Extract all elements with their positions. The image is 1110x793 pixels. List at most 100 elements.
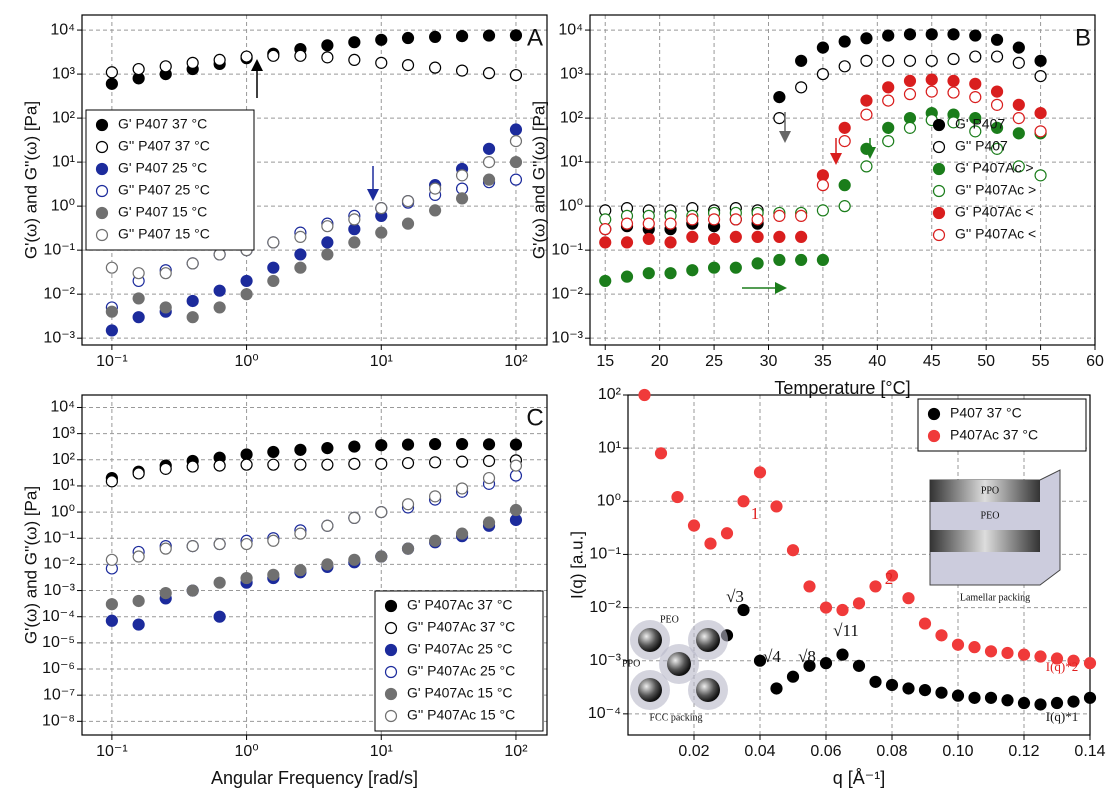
data-point: [159, 542, 172, 555]
data-point: [482, 471, 496, 485]
data-point: [267, 236, 280, 249]
data-point: [132, 311, 145, 324]
legend-frame: [85, 109, 255, 251]
legend-label: G' P407 25 °C: [118, 160, 207, 176]
annotation: Lamellar packing: [960, 592, 1030, 603]
data-point: [882, 29, 895, 42]
legend-marker: [932, 162, 946, 176]
data-point: [990, 121, 1004, 134]
data-point: [935, 686, 948, 699]
data-point: [294, 458, 307, 471]
data-point: [751, 230, 764, 244]
data-point: [925, 28, 938, 41]
data-point: [159, 60, 172, 73]
data-point: [1017, 696, 1031, 710]
data-point: [773, 230, 786, 244]
data-point: [903, 74, 917, 88]
data-point: [1034, 169, 1047, 182]
annotation: FCC packing: [649, 712, 702, 723]
data-point: [838, 200, 851, 213]
data-point: [186, 294, 199, 308]
data-point: [482, 67, 496, 80]
data-point: [770, 500, 783, 513]
data-point: [401, 542, 415, 555]
data-point: [1012, 160, 1025, 173]
data-point: [773, 91, 786, 104]
annotation: PPO: [622, 658, 640, 669]
data-point: [838, 179, 851, 192]
y-tick-label: 10⁴: [558, 21, 583, 38]
data-point: [321, 220, 334, 233]
annotation: I(q)*1: [1046, 709, 1079, 724]
data-point: [401, 217, 415, 230]
sphere: [638, 678, 662, 702]
data-point: [186, 257, 199, 270]
y-tick-label: 10⁴: [50, 21, 75, 38]
data-point: [935, 629, 948, 642]
data-point: [869, 580, 882, 593]
legend-label: G'' P407Ac >: [955, 182, 1036, 198]
data-point: [860, 32, 873, 45]
x-tick-label: 35: [814, 353, 832, 370]
annotation: √11: [833, 621, 859, 640]
legend-marker: [95, 118, 109, 132]
legend-marker: [95, 140, 109, 154]
data-point: [620, 270, 634, 283]
sphere: [696, 628, 720, 652]
legend-marker: [95, 184, 109, 198]
data-point: [240, 458, 253, 471]
data-point: [482, 29, 496, 42]
y-tick-label: 10⁻⁴: [42, 608, 75, 625]
data-point: [882, 94, 895, 107]
data-point: [860, 94, 873, 107]
data-point: [729, 213, 742, 226]
data-point: [753, 654, 767, 667]
data-point: [375, 439, 388, 452]
data-point: [401, 456, 415, 470]
x-axis-label: q [Å⁻¹]: [833, 768, 886, 788]
y-tick-label: 10⁻⁵: [42, 634, 75, 651]
data-point: [509, 135, 523, 148]
legend-label: G' P407 37 °C: [118, 116, 207, 132]
legend-marker: [384, 643, 398, 657]
data-point: [375, 505, 388, 519]
data-point: [132, 594, 145, 608]
legend-label: P407Ac 37 °C: [950, 427, 1038, 443]
data-point: [429, 61, 442, 74]
data-point: [737, 495, 750, 508]
plot-frame: [81, 394, 548, 736]
data-point: [671, 490, 684, 504]
data-point: [1034, 106, 1047, 120]
x-tick-label: 0.02: [678, 743, 709, 760]
sphere: [638, 628, 662, 652]
data-point: [429, 437, 442, 451]
legend-label: G' P407Ac >: [955, 160, 1034, 176]
data-point: [638, 388, 651, 402]
data-point: [882, 54, 895, 67]
data-point: [816, 41, 830, 54]
data-point: [1083, 691, 1097, 704]
y-tick-label: 10⁻⁷: [43, 686, 75, 703]
data-point: [816, 204, 830, 217]
data-point: [947, 28, 960, 41]
data-point: [267, 261, 280, 274]
x-tick-label: 10⁰: [234, 353, 258, 370]
data-point: [132, 550, 145, 563]
data-point: [969, 112, 982, 125]
data-point: [1001, 646, 1014, 660]
data-point: [213, 610, 226, 623]
data-point: [729, 261, 742, 274]
x-tick-label: 30: [760, 353, 778, 370]
y-axis-label: G'(ω) and G''(ω) [Pa]: [529, 101, 548, 259]
data-point: [240, 448, 253, 461]
y-tick-label: 10⁻²: [43, 556, 75, 573]
data-point: [401, 31, 415, 45]
arrows: [251, 59, 876, 294]
legend-marker: [932, 206, 946, 220]
data-point: [482, 438, 496, 451]
layer: [930, 480, 1040, 502]
data-point: [838, 135, 851, 148]
y-tick-label: 10⁰: [597, 493, 621, 510]
data-point: [707, 232, 721, 246]
legend-marker: [95, 228, 109, 242]
